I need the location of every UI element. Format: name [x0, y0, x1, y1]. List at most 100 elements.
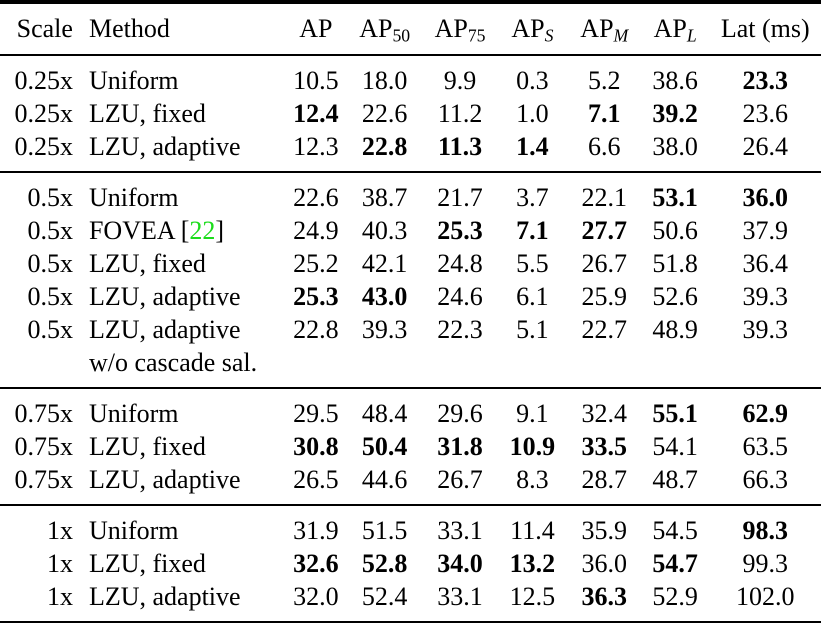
value-cell: 36.0: [581, 549, 628, 578]
header-cell-lat: Lat (ms): [720, 14, 810, 43]
citation-link[interactable]: 22: [189, 216, 216, 245]
table-row: 1x Uniform 31.9 51.5 33.1 11.4 35.9 54.5 98.3: [0, 505, 821, 547]
value-cell: 33.1: [437, 582, 483, 611]
value-cell: 35.9: [581, 516, 628, 545]
value-cell: 12.4: [293, 99, 339, 128]
value-cell: 24.9: [293, 216, 339, 245]
method-label: LZU, adaptive: [88, 582, 241, 611]
table-header-row: Scale Method AP AP50 AP75 APS APM APL La…: [0, 2, 821, 55]
scale-cell: 0.25x: [14, 99, 73, 128]
scale-cell: 0.75x: [14, 432, 73, 461]
value-cell: 52.4: [361, 582, 408, 611]
value-cell: 1.4: [516, 132, 549, 161]
header-cell-ap-s: APS: [497, 2, 568, 55]
value-cell: 8.3: [516, 465, 549, 494]
value-cell: 62.9: [742, 399, 789, 428]
method-cell: LZU, fixed: [79, 547, 286, 580]
value-cell: 10.5: [293, 66, 339, 95]
header-subscript: L: [686, 25, 697, 46]
value-cell: 9.9: [443, 66, 477, 95]
header-cell-ap: AP: [285, 2, 346, 55]
method-cell: Uniform: [79, 505, 286, 547]
value-cell: 36.4: [742, 249, 789, 278]
method-cell: Uniform: [79, 172, 286, 214]
value-cell: 10.9: [509, 432, 556, 461]
value-cell: 39.3: [361, 315, 408, 344]
header-subscript: 50: [392, 25, 411, 46]
value-cell: 23.6: [742, 99, 789, 128]
table-row: 0.5x FOVEA [22] 24.9 40.3 25.3 7.1 27.7 50.6 37.…: [0, 214, 821, 247]
value-cell: 52.8: [361, 549, 408, 578]
value-cell: 52.9: [652, 582, 698, 611]
value-cell: 6.6: [588, 132, 621, 161]
value-cell: 36.3: [581, 582, 628, 611]
table-row: 0.75x LZU, adaptive 26.5 44.6 26.7 8.3 28.7 48.…: [0, 463, 821, 505]
value-cell: 48.9: [652, 315, 698, 344]
value-cell: 26.5: [293, 465, 339, 494]
header-label: AP: [653, 14, 687, 43]
value-cell: 24.6: [437, 282, 483, 311]
scale-cell: 0.75x: [14, 465, 73, 494]
method-cell: Uniform: [79, 55, 286, 97]
value-cell: 5.5: [516, 249, 549, 278]
value-cell: 11.2: [437, 99, 483, 128]
value-cell: 38.7: [361, 183, 408, 212]
value-cell: 22.8: [361, 132, 408, 161]
method-cell: LZU, fixed: [79, 97, 286, 130]
header-label: AP: [299, 14, 333, 43]
value-cell: 33.1: [437, 516, 483, 545]
value-cell: 25.3: [293, 282, 339, 311]
value-cell: 1.0: [516, 99, 549, 128]
value-cell: 31.8: [437, 432, 483, 461]
value-cell: 37.9: [742, 216, 789, 245]
value-cell: 39.2: [652, 99, 698, 128]
method-label-line2: w/o cascade sal.: [88, 348, 258, 377]
value-cell: 32.4: [581, 399, 628, 428]
method-cell: LZU, fixed: [79, 247, 286, 280]
method-label: LZU, fixed: [88, 432, 206, 461]
header-label: AP: [511, 14, 545, 43]
scale-cell: 0.5x: [27, 315, 73, 344]
method-cell: LZU, adaptive w/o cascade sal.: [79, 313, 286, 388]
value-cell: 11.4: [510, 516, 555, 545]
scale-cell: 1x: [46, 582, 73, 611]
scale-cell: 1x: [46, 516, 73, 545]
method-label: LZU, fixed: [88, 99, 206, 128]
header-cell-scale: Scale: [16, 14, 73, 43]
method-label: LZU, fixed: [88, 549, 206, 578]
value-cell: 22.7: [581, 315, 628, 344]
value-cell: 25.2: [293, 249, 339, 278]
value-cell: 44.6: [361, 465, 408, 494]
value-cell: 24.8: [437, 249, 483, 278]
header-cell-ap-m: APM: [568, 2, 641, 55]
value-cell: 53.1: [652, 183, 698, 212]
value-cell: 11.3: [438, 132, 483, 161]
value-cell: 26.4: [742, 132, 789, 161]
value-cell: 36.0: [742, 183, 789, 212]
value-cell: 22.8: [293, 315, 339, 344]
value-cell: 5.2: [588, 66, 621, 95]
value-cell: 38.6: [652, 66, 698, 95]
table-row: 1x LZU, fixed 32.6 52.8 34.0 13.2 36.0 54.7 99.3: [0, 547, 821, 580]
value-cell: 48.4: [361, 399, 408, 428]
value-cell: 38.0: [652, 132, 698, 161]
value-cell: 3.7: [516, 183, 549, 212]
value-cell: 39.3: [742, 315, 789, 344]
value-cell: 51.5: [361, 516, 408, 545]
value-cell: 7.1: [588, 99, 621, 128]
value-cell: 22.6: [361, 99, 408, 128]
method-cell: LZU, adaptive: [79, 280, 286, 313]
table-row: 0.5x LZU, fixed 25.2 42.1 24.8 5.5 26.7 51.8 36.…: [0, 247, 821, 280]
scale-cell: 1x: [46, 549, 73, 578]
value-cell: 50.6: [652, 216, 698, 245]
value-cell: 7.1: [516, 216, 549, 245]
value-cell: 39.3: [742, 282, 789, 311]
header-subscript: S: [544, 25, 554, 46]
header-subscript: 75: [467, 25, 486, 46]
value-cell: 5.1: [516, 315, 549, 344]
value-cell: 30.8: [293, 432, 339, 461]
value-cell: 34.0: [437, 549, 483, 578]
value-cell: 0.3: [516, 66, 549, 95]
value-cell: 22.1: [581, 183, 628, 212]
